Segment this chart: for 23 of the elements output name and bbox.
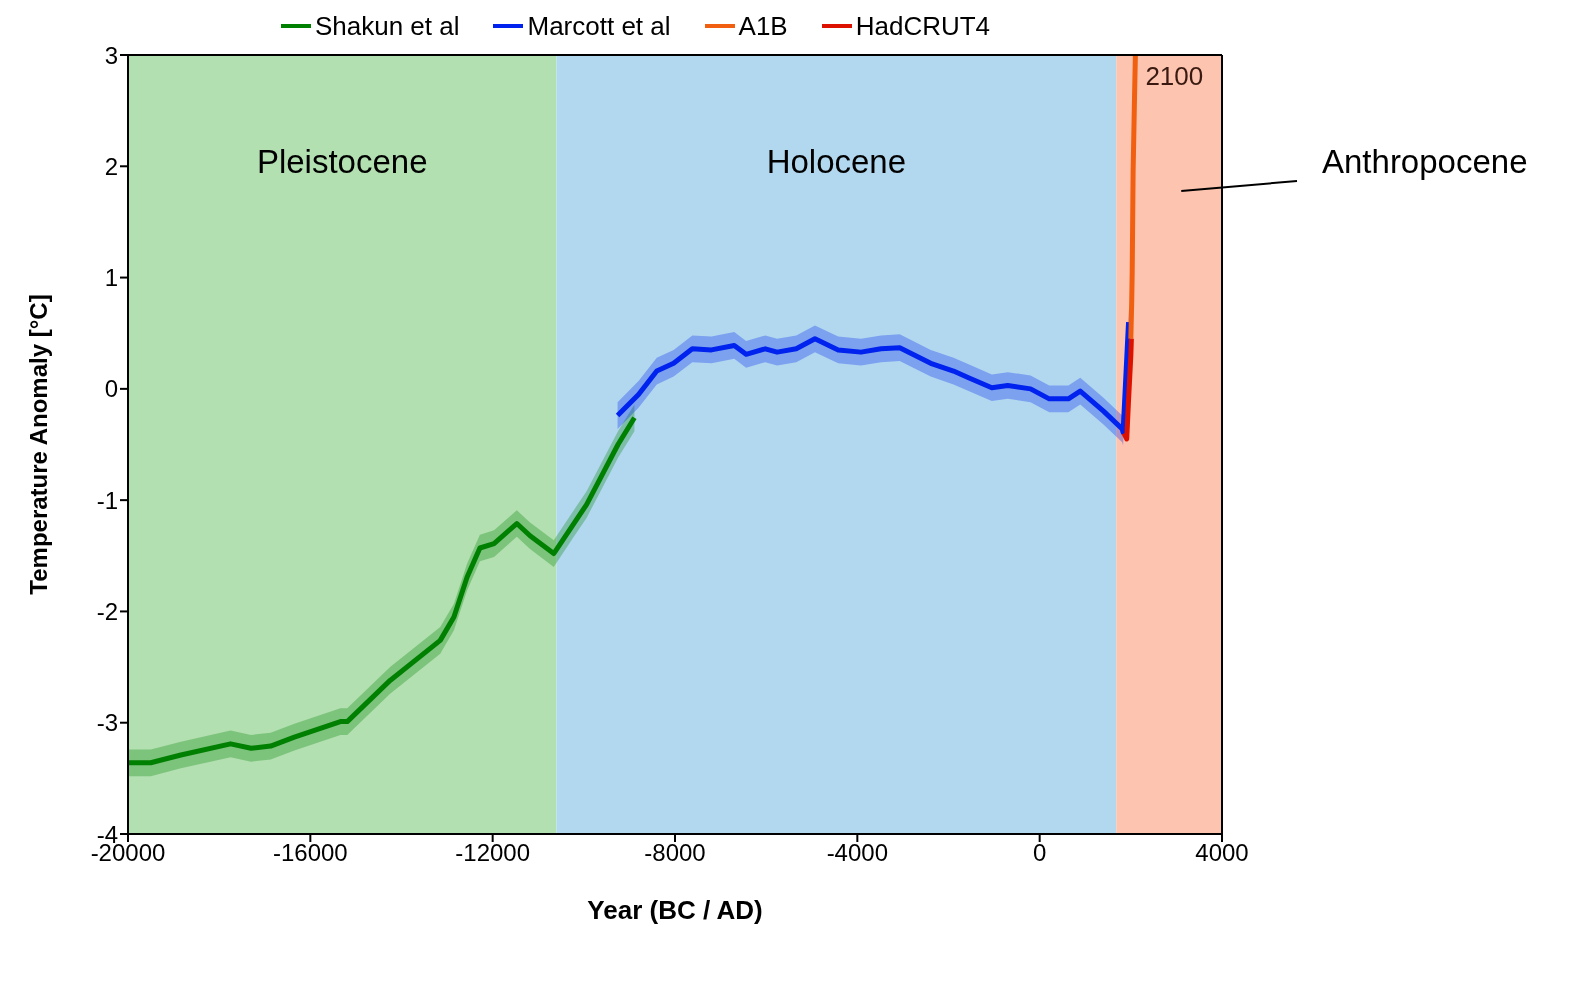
legend-label: HadCRUT4 bbox=[855, 10, 991, 42]
band-label: Holocene bbox=[766, 143, 907, 180]
annotation: 2100 bbox=[1145, 61, 1204, 91]
x-axis-title: Year (BC / AD) bbox=[587, 895, 763, 925]
legend-label: A1B bbox=[738, 10, 788, 42]
y-tick-label: -3 bbox=[96, 709, 118, 737]
x-tick-label: 0 bbox=[1032, 839, 1047, 867]
x-tick-label: -16000 bbox=[272, 839, 348, 867]
y-tick-label: 2 bbox=[104, 152, 118, 180]
y-tick-label: 1 bbox=[104, 264, 118, 292]
y-tick-label: -1 bbox=[96, 486, 118, 514]
y-tick-label: -2 bbox=[96, 597, 118, 625]
y-tick-label: 0 bbox=[104, 375, 118, 403]
x-tick-label: -12000 bbox=[455, 839, 531, 867]
x-tick-label: -8000 bbox=[644, 839, 706, 867]
legend-label: Marcott et al bbox=[527, 10, 671, 42]
band-label: Pleistocene bbox=[256, 143, 428, 180]
y-axis-title: Temperature Anomaly [°C] bbox=[24, 294, 52, 595]
y-tick-label: 3 bbox=[104, 41, 118, 69]
legend-label: Shakun et al bbox=[314, 10, 460, 42]
band-label: Anthropocene bbox=[1322, 143, 1528, 180]
x-tick-label: 4000 bbox=[1195, 839, 1249, 867]
x-tick-label: -4000 bbox=[826, 839, 889, 867]
